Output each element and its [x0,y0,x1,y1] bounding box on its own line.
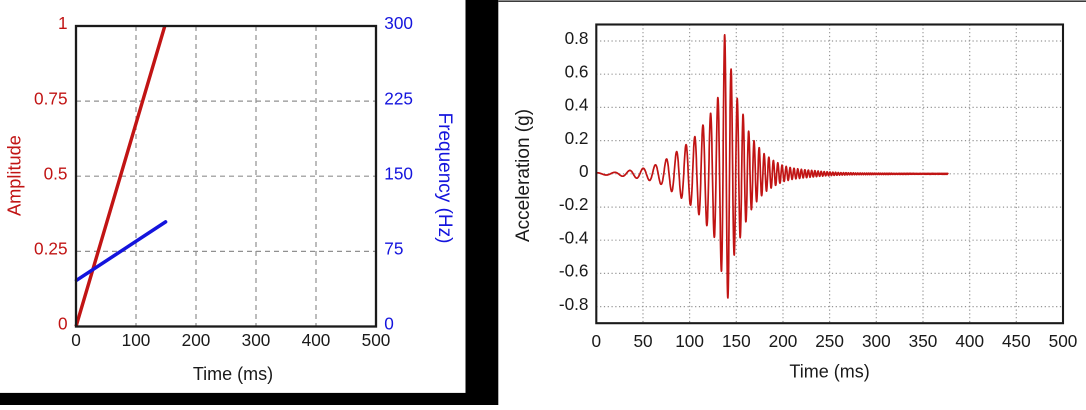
svg-text:Acceleration (g): Acceleration (g) [513,109,534,242]
svg-text:-0.2: -0.2 [559,194,589,214]
svg-text:0.2: 0.2 [565,128,589,148]
svg-text:500: 500 [362,330,391,350]
svg-text:400: 400 [955,331,984,351]
svg-text:0.25: 0.25 [34,239,67,259]
svg-text:-0.4: -0.4 [559,227,589,247]
svg-text:0: 0 [384,314,394,334]
svg-text:300: 300 [242,330,271,350]
svg-text:200: 200 [182,330,211,350]
svg-text:0: 0 [592,331,602,351]
svg-text:450: 450 [1002,331,1031,351]
svg-text:Time (ms): Time (ms) [789,361,869,381]
svg-text:0: 0 [58,314,68,334]
svg-text:0.8: 0.8 [565,28,589,48]
svg-text:Time (ms): Time (ms) [193,364,273,384]
svg-text:0: 0 [71,330,81,350]
svg-text:200: 200 [769,331,798,351]
svg-text:100: 100 [122,330,151,350]
svg-text:350: 350 [909,331,938,351]
svg-text:-0.8: -0.8 [559,294,589,314]
svg-text:Frequency (Hz): Frequency (Hz) [434,113,455,244]
svg-text:1: 1 [58,13,68,33]
svg-text:Amplitude: Amplitude [5,135,25,216]
svg-text:75: 75 [384,239,403,259]
svg-text:0.4: 0.4 [565,95,589,115]
svg-text:50: 50 [633,331,652,351]
svg-text:250: 250 [815,331,844,351]
svg-text:500: 500 [1049,331,1078,351]
svg-text:0: 0 [579,161,589,181]
svg-text:0.6: 0.6 [565,61,589,81]
svg-text:-0.6: -0.6 [559,261,589,281]
svg-text:400: 400 [302,330,331,350]
svg-text:300: 300 [384,13,413,33]
svg-text:0.75: 0.75 [34,88,67,108]
svg-text:100: 100 [675,331,704,351]
svg-text:300: 300 [862,331,891,351]
svg-text:150: 150 [384,163,413,183]
svg-text:150: 150 [722,331,751,351]
svg-text:225: 225 [384,88,413,108]
svg-text:0.5: 0.5 [44,163,68,183]
